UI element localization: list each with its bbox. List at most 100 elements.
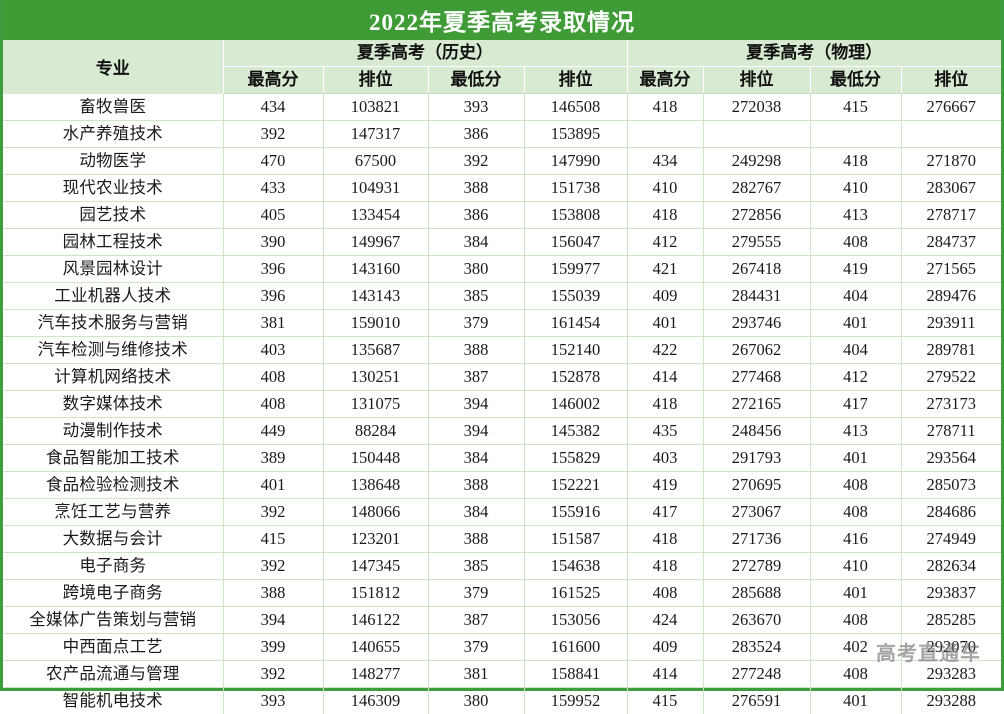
cell-history-min-rank: 155829	[524, 445, 627, 472]
cell-history-min-score: 384	[428, 499, 524, 526]
cell-history-max-rank: 150448	[323, 445, 428, 472]
cell-physics-max-score: 414	[627, 364, 703, 391]
cell-physics-max-rank: 270695	[703, 472, 810, 499]
cell-history-min-rank: 155916	[524, 499, 627, 526]
cell-history-min-rank: 146002	[524, 391, 627, 418]
cell-physics-min-rank	[901, 121, 1001, 148]
cell-physics-max-score: 422	[627, 337, 703, 364]
cell-history-min-score: 379	[428, 580, 524, 607]
cell-history-min-rank: 152878	[524, 364, 627, 391]
cell-history-min-score: 387	[428, 364, 524, 391]
cell-history-max-score: 381	[223, 310, 323, 337]
cell-history-max-rank: 147345	[323, 553, 428, 580]
cell-physics-max-score: 414	[627, 661, 703, 688]
cell-physics-min-rank: 289476	[901, 283, 1001, 310]
cell-history-max-rank: 130251	[323, 364, 428, 391]
cell-history-min-score: 386	[428, 121, 524, 148]
cell-major: 动物医学	[3, 148, 223, 175]
cell-major: 跨境电子商务	[3, 580, 223, 607]
cell-physics-min-score: 412	[810, 364, 901, 391]
cell-history-max-rank: 147317	[323, 121, 428, 148]
page-title: 2022年夏季高考录取情况	[369, 3, 635, 37]
cell-history-min-rank: 159952	[524, 688, 627, 714]
column-header-history-min-rank: 排位	[524, 67, 627, 94]
document-title-bar: 2022年夏季高考录取情况	[3, 0, 1001, 40]
cell-physics-max-score: 421	[627, 256, 703, 283]
cell-history-min-rank: 153056	[524, 607, 627, 634]
cell-history-min-rank: 145382	[524, 418, 627, 445]
cell-history-max-rank: 143143	[323, 283, 428, 310]
cell-history-min-rank: 155039	[524, 283, 627, 310]
cell-history-max-score: 392	[223, 121, 323, 148]
cell-history-max-rank: 151812	[323, 580, 428, 607]
cell-physics-min-rank: 282634	[901, 553, 1001, 580]
column-header-physics-min-rank: 排位	[901, 67, 1001, 94]
cell-history-min-rank: 151587	[524, 526, 627, 553]
cell-history-min-score: 381	[428, 661, 524, 688]
cell-physics-max-score: 410	[627, 175, 703, 202]
cell-history-min-rank: 152221	[524, 472, 627, 499]
cell-physics-max-rank: 272789	[703, 553, 810, 580]
cell-physics-max-rank: 267062	[703, 337, 810, 364]
cell-physics-max-score: 403	[627, 445, 703, 472]
cell-physics-max-score: 401	[627, 310, 703, 337]
column-header-history-max-rank: 排位	[323, 67, 428, 94]
cell-history-max-score: 394	[223, 607, 323, 634]
cell-physics-max-score: 409	[627, 283, 703, 310]
cell-physics-max-score: 424	[627, 607, 703, 634]
cell-history-min-rank: 161454	[524, 310, 627, 337]
cell-history-min-score: 393	[428, 94, 524, 121]
cell-physics-max-score: 418	[627, 94, 703, 121]
cell-history-max-rank: 131075	[323, 391, 428, 418]
cell-physics-min-rank: 293837	[901, 580, 1001, 607]
cell-history-min-rank: 156047	[524, 229, 627, 256]
cell-physics-min-rank: 271565	[901, 256, 1001, 283]
cell-physics-min-rank: 271870	[901, 148, 1001, 175]
cell-major: 烹饪工艺与营养	[3, 499, 223, 526]
cell-physics-max-rank: 248456	[703, 418, 810, 445]
cell-physics-min-score: 417	[810, 391, 901, 418]
cell-history-max-score: 405	[223, 202, 323, 229]
cell-physics-max-rank: 285688	[703, 580, 810, 607]
admission-scores-table: 专业 夏季高考（历史） 夏季高考（物理） 最高分 排位 最低分 排位 最高分 排…	[3, 40, 1001, 714]
cell-physics-min-score: 408	[810, 661, 901, 688]
cell-physics-min-rank: 292070	[901, 634, 1001, 661]
cell-major: 水产养殖技术	[3, 121, 223, 148]
column-group-physics: 夏季高考（物理）	[627, 40, 1001, 67]
cell-history-max-rank: 104931	[323, 175, 428, 202]
cell-physics-min-rank: 285285	[901, 607, 1001, 634]
cell-history-min-score: 388	[428, 175, 524, 202]
cell-physics-max-rank: 293746	[703, 310, 810, 337]
cell-physics-max-score: 417	[627, 499, 703, 526]
cell-physics-max-rank: 267418	[703, 256, 810, 283]
cell-history-max-score: 392	[223, 499, 323, 526]
cell-history-max-score: 401	[223, 472, 323, 499]
column-header-history-min-score: 最低分	[428, 67, 524, 94]
cell-physics-min-rank: 293911	[901, 310, 1001, 337]
cell-physics-min-rank: 293288	[901, 688, 1001, 714]
cell-history-max-score: 449	[223, 418, 323, 445]
cell-physics-max-score: 434	[627, 148, 703, 175]
cell-physics-min-score: 402	[810, 634, 901, 661]
cell-physics-min-score: 418	[810, 148, 901, 175]
cell-history-min-rank: 153895	[524, 121, 627, 148]
column-header-physics-min-score: 最低分	[810, 67, 901, 94]
cell-physics-min-rank: 284686	[901, 499, 1001, 526]
cell-history-max-rank: 149967	[323, 229, 428, 256]
cell-history-max-rank: 148277	[323, 661, 428, 688]
cell-major: 现代农业技术	[3, 175, 223, 202]
column-header-history-max-score: 最高分	[223, 67, 323, 94]
cell-history-min-rank: 161600	[524, 634, 627, 661]
column-header-physics-max-rank: 排位	[703, 67, 810, 94]
cell-physics-max-score: 415	[627, 688, 703, 714]
cell-history-max-rank: 146122	[323, 607, 428, 634]
cell-physics-max-rank: 271736	[703, 526, 810, 553]
